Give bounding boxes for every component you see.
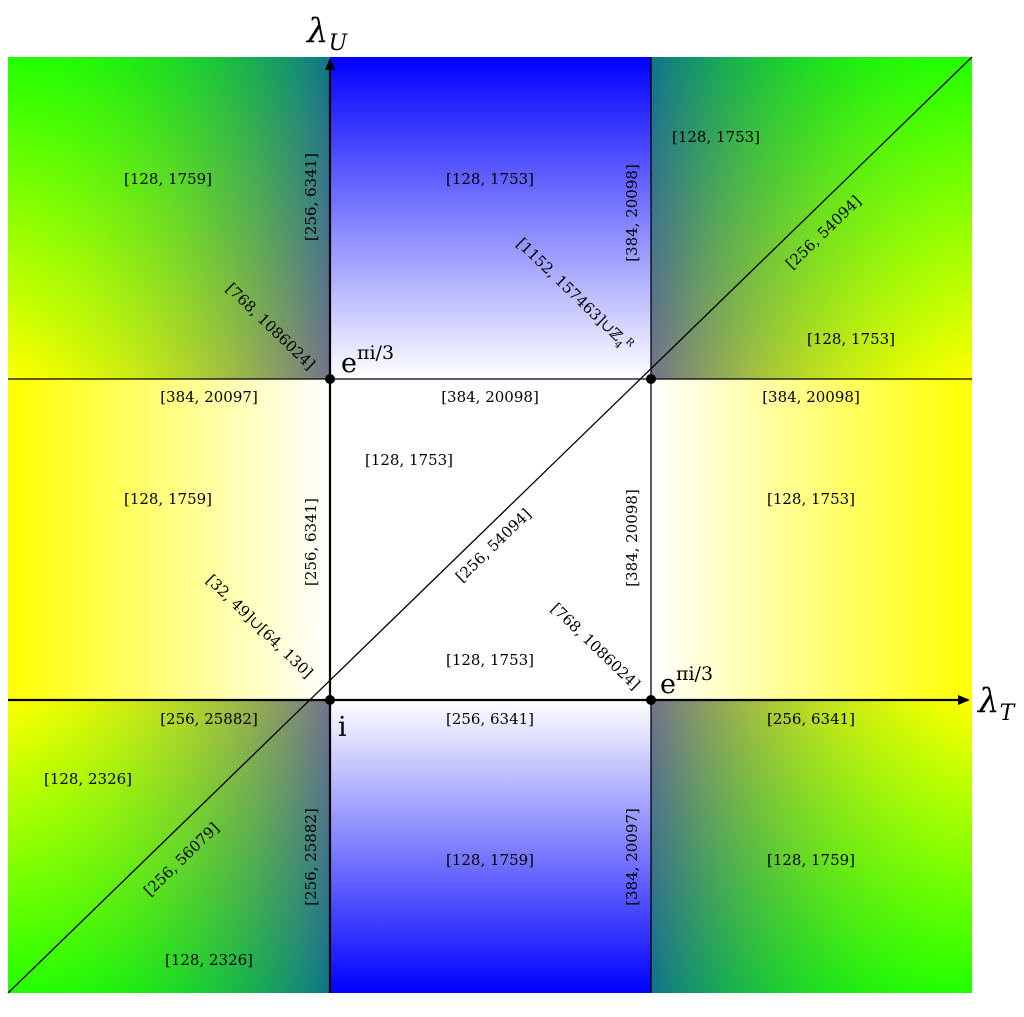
point-rho-right-label: eπi/3 <box>660 663 713 700</box>
edge-labels-vertical: [256, 6341] [256, 6341] [256, 25882] [38… <box>302 153 641 906</box>
edge-label-top-left: [384, 20097] <box>160 388 258 406</box>
point-rho-top <box>325 374 335 384</box>
region-label-center-lower: [128, 1753] <box>446 651 534 669</box>
edge-labels-horizontal: [384, 20097] [384, 20098] [384, 20098] [… <box>160 388 860 728</box>
edge-label-bottom-right: [256, 6341] <box>767 710 855 728</box>
region-label-bottom-left-upper: [128, 2326] <box>44 770 132 788</box>
edge-label-right-vertical-top: [384, 20098] <box>623 164 641 262</box>
region-label-top-left: [128, 1759] <box>124 170 212 188</box>
rho-top-base: e <box>341 348 357 379</box>
x-axis-sub: T <box>1000 701 1017 726</box>
region-bottom-left-tint <box>8 700 330 993</box>
region-bottom-mid-fill <box>330 700 651 993</box>
region-label-top-right-lower: [128, 1753] <box>807 330 895 348</box>
region-label-mid-right: [128, 1753] <box>767 490 855 508</box>
point-rho-top-label: eπi/3 <box>341 342 394 379</box>
edge-label-bottom-mid: [256, 6341] <box>446 710 534 728</box>
diagonal-line <box>7 56 973 994</box>
edge-label-top-right: [384, 20098] <box>762 388 860 406</box>
background-regions <box>8 57 972 993</box>
region-label-bottom-right: [128, 1759] <box>767 851 855 869</box>
edge-label-left-vertical-bottom: [256, 25882] <box>302 808 320 906</box>
region-label-mid-left: [128, 1759] <box>124 490 212 508</box>
point-i <box>325 695 335 705</box>
region-top-left-tint <box>8 57 330 379</box>
region-center-fill <box>330 379 651 700</box>
region-top-mid-fill <box>330 57 651 379</box>
region-label-top-right-upper: [128, 1753] <box>672 128 760 146</box>
rho-top-exp: πi/3 <box>357 342 394 364</box>
y-axis-label: λU <box>305 11 349 56</box>
edge-label-right-vertical-mid: [384, 20098] <box>623 489 641 587</box>
x-axis-name: λ <box>976 681 1000 721</box>
x-axis-label: λT <box>976 681 1017 726</box>
region-mid-right-fill <box>651 379 972 700</box>
point-rho-right <box>646 695 656 705</box>
edge-label-top-mid: [384, 20098] <box>441 388 539 406</box>
edge-label-left-vertical-mid: [256, 6341] <box>302 498 320 586</box>
y-axis-name: λ <box>305 11 329 51</box>
region-mid-left-fill <box>8 379 330 700</box>
rho-right-base: e <box>660 669 676 700</box>
boundary-lines <box>7 56 973 994</box>
rho-right-exp: πi/3 <box>676 663 713 685</box>
special-points <box>325 374 656 705</box>
region-top-right-tint <box>651 57 972 379</box>
edge-label-right-vertical-bottom: [384, 20097] <box>623 808 641 906</box>
edge-label-bottom-left: [256, 25882] <box>160 710 258 728</box>
region-bottom-right-tint <box>651 700 972 993</box>
region-label-bottom-left-lower: [128, 2326] <box>165 951 253 969</box>
point-rho-corner <box>646 374 656 384</box>
y-axis-sub: U <box>329 31 349 56</box>
edge-label-left-vertical-top: [256, 6341] <box>302 153 320 241</box>
region-labels: [128, 1759] [128, 1753] [128, 1753] [128… <box>44 128 895 969</box>
region-label-top-mid: [128, 1753] <box>446 170 534 188</box>
point-i-label: i <box>338 712 347 743</box>
region-label-bottom-mid: [128, 1759] <box>446 851 534 869</box>
region-label-center-upper: [128, 1753] <box>365 451 453 469</box>
